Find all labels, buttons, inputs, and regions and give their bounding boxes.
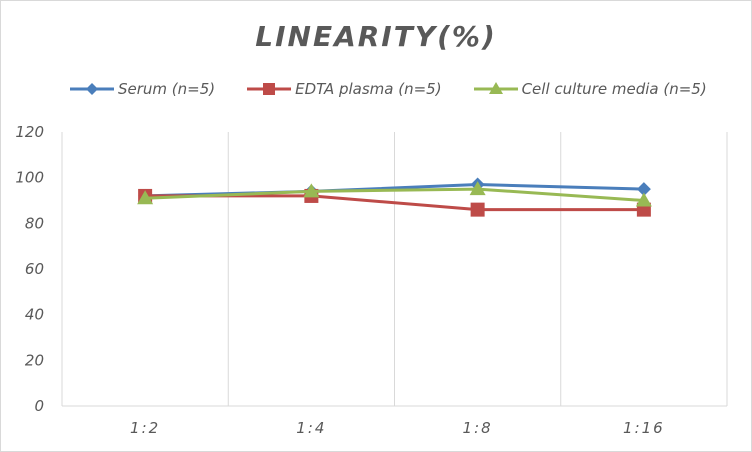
x-tick-label: 1:8 bbox=[463, 419, 493, 437]
legend-label: Serum (n=5) bbox=[118, 80, 216, 98]
data-point-2-3 bbox=[635, 192, 652, 207]
y-tick-label: 80 bbox=[25, 214, 44, 232]
y-tick-label: 20 bbox=[25, 351, 44, 369]
legend-item: Cell culture media (n=5) bbox=[473, 80, 707, 98]
legend: Serum (n=5) EDTA plasma (n=5) Cell culture… bbox=[70, 80, 707, 98]
series-line-2 bbox=[145, 187, 644, 202]
data-point-0-3 bbox=[636, 182, 651, 197]
y-tick-label: 60 bbox=[25, 260, 44, 278]
x-tick-label: 1:16 bbox=[623, 419, 665, 437]
data-point-2-1 bbox=[303, 183, 320, 198]
data-point-2-0 bbox=[137, 190, 154, 205]
legend-item: Serum (n=5) bbox=[70, 80, 215, 98]
y-tick-label: 0 bbox=[34, 397, 44, 415]
diamond-marker-icon bbox=[70, 83, 114, 95]
data-point-1-2 bbox=[470, 202, 485, 217]
x-tick-label: 1:4 bbox=[296, 419, 326, 437]
square-marker-icon bbox=[247, 83, 292, 95]
chart-title: LINEARITY(%) bbox=[255, 20, 497, 53]
y-tick-label: 40 bbox=[25, 306, 44, 324]
y-tick-label: 100 bbox=[15, 169, 44, 187]
legend-item: EDTA plasma (n=5) bbox=[247, 80, 442, 98]
legend-label: EDTA plasma (n=5) bbox=[295, 80, 442, 98]
y-tick-label: 120 bbox=[15, 123, 44, 141]
triangle-marker-icon bbox=[473, 82, 518, 94]
x-tick-label: 1:2 bbox=[130, 419, 160, 437]
legend-label: Cell culture media (n=5) bbox=[521, 80, 707, 98]
data-point-2-2 bbox=[469, 181, 486, 196]
